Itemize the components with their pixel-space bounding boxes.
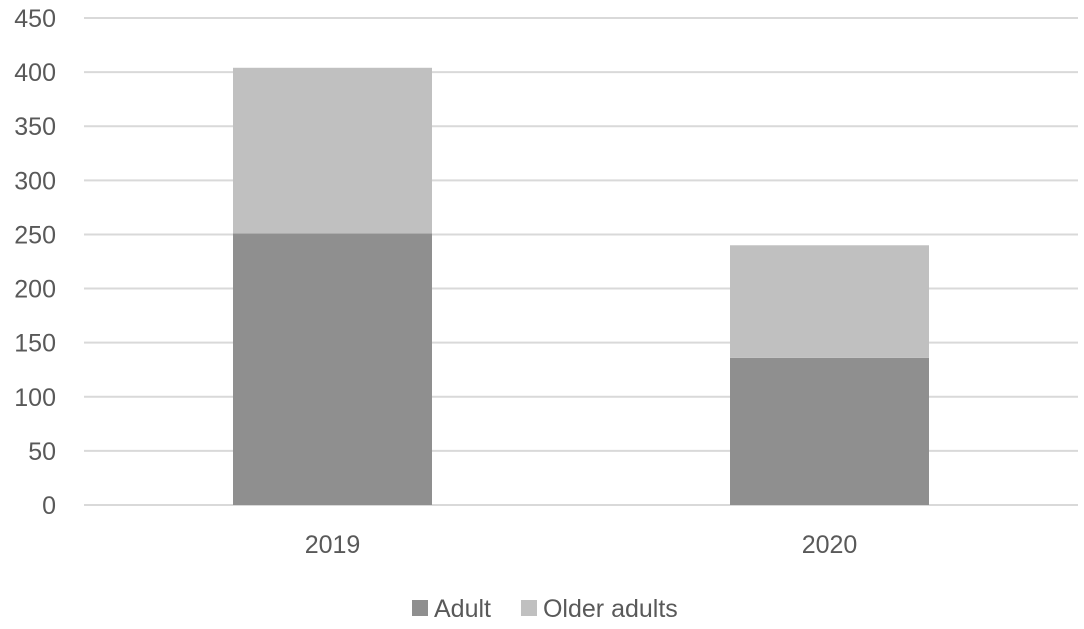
bar-adult-2020 (730, 357, 929, 505)
bars (233, 67, 929, 505)
y-tick-label: 350 (14, 113, 56, 141)
y-tick-label: 400 (14, 59, 56, 87)
legend-label: Older adults (543, 595, 678, 623)
bar-adult-2019 (233, 233, 432, 505)
y-tick-label: 450 (14, 5, 56, 33)
x-category-label: 2019 (305, 531, 361, 559)
y-tick-label: 100 (14, 384, 56, 412)
x-axis-category-labels: 2019 2020 (305, 531, 858, 559)
y-axis-tick-labels: 0 50 100 150 200 250 300 350 400 450 (14, 5, 56, 520)
legend: Adult Older adults (412, 595, 678, 623)
x-category-label: 2020 (802, 531, 858, 559)
bar-older-adults-2020 (730, 245, 929, 358)
y-tick-label: 300 (14, 167, 56, 195)
legend-swatch-adult (412, 600, 428, 616)
y-tick-label: 50 (28, 438, 56, 466)
y-tick-label: 150 (14, 330, 56, 358)
y-tick-label: 0 (42, 492, 56, 520)
bar-older-adults-2019 (233, 67, 432, 234)
y-tick-label: 250 (14, 221, 56, 249)
legend-label: Adult (434, 595, 491, 623)
y-tick-label: 200 (14, 276, 56, 304)
legend-swatch-older-adults (520, 600, 537, 616)
